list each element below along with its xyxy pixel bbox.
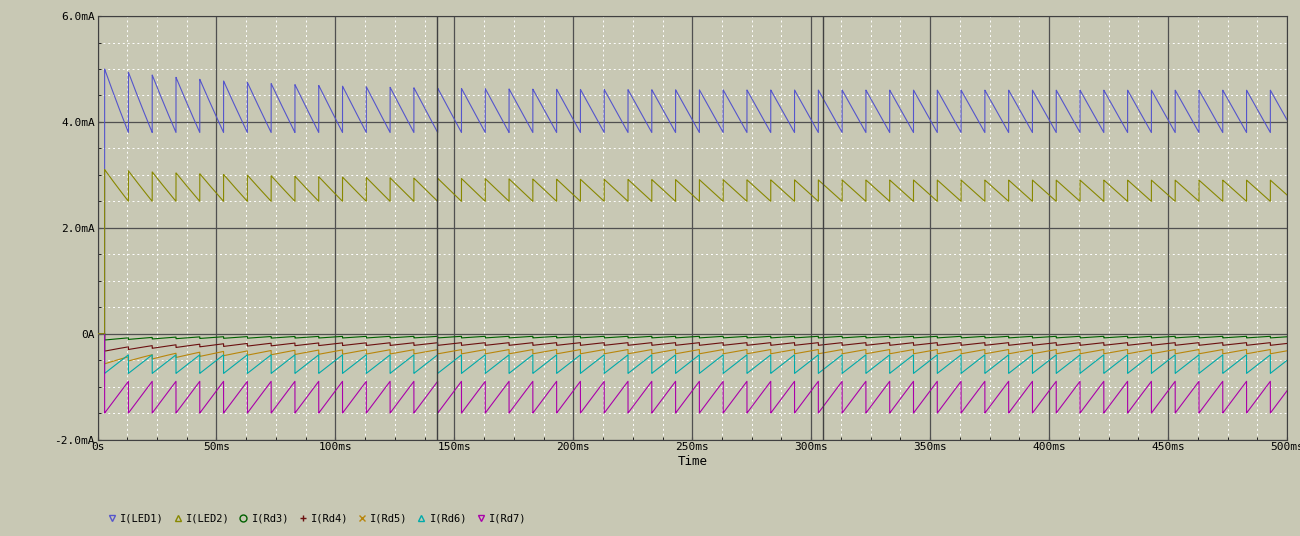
- Legend: I(LED1), I(LED2), I(Rd3), I(Rd4), I(Rd5), I(Rd6), I(Rd7): I(LED1), I(LED2), I(Rd3), I(Rd4), I(Rd5)…: [103, 509, 530, 527]
- X-axis label: Time: Time: [677, 455, 707, 468]
